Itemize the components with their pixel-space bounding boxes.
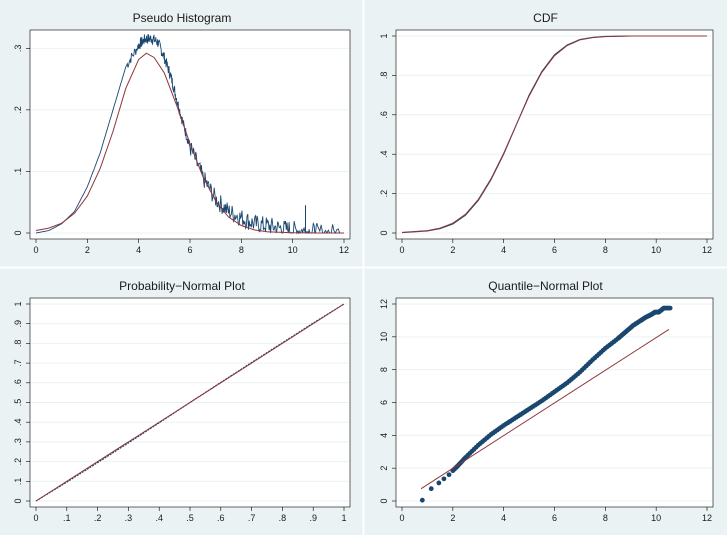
series-line-2 xyxy=(35,52,344,234)
y-tick-label: 0 xyxy=(379,498,389,503)
x-tick-label: .1 xyxy=(63,513,71,523)
x-tick-label: .7 xyxy=(248,513,256,523)
plot-area xyxy=(395,29,714,240)
y-tick-label: 1 xyxy=(13,301,23,306)
chart-panel-4: Quantile−Normal Plot 0 2 4 6 8 10 12 0 2 4 6 8 10 12 xyxy=(379,279,714,523)
series-line-1 xyxy=(35,303,345,502)
x-tick-label: 4 xyxy=(501,513,506,523)
x-tick-label: .9 xyxy=(309,513,317,523)
y-tick-label: 0 xyxy=(379,230,389,235)
y-tick-label: .4 xyxy=(13,418,23,426)
x-tick-label: 4 xyxy=(136,245,141,255)
y-tick-label: .1 xyxy=(13,168,23,176)
x-tick-label: 0 xyxy=(33,513,38,523)
x-tick-label: 0 xyxy=(33,245,38,255)
series-line-2 xyxy=(401,35,707,233)
chart-title: Quantile−Normal Plot xyxy=(488,279,603,293)
x-tick-label: .6 xyxy=(217,513,225,523)
y-tick-label: .2 xyxy=(13,458,23,466)
x-tick-label: .8 xyxy=(279,513,287,523)
x-tick-label: 0 xyxy=(399,513,404,523)
y-tick-label: .3 xyxy=(13,45,23,53)
y-tick-label: .5 xyxy=(13,399,23,407)
x-tick-label: 1 xyxy=(341,513,346,523)
quantile-point xyxy=(667,305,673,311)
quantile-point xyxy=(441,476,447,482)
x-tick-label: .3 xyxy=(125,513,133,523)
y-tick-label: .2 xyxy=(13,106,23,114)
y-tick-label: .6 xyxy=(379,111,389,119)
chart-panel-1: Pseudo Histogram 0 .1 .2 .3 0 2 4 6 8 10 12 xyxy=(13,11,351,255)
y-tick-label: .2 xyxy=(379,190,389,198)
x-tick-label: 0 xyxy=(399,245,404,255)
y-tick-label: 12 xyxy=(379,299,389,309)
x-tick-label: 2 xyxy=(450,245,455,255)
chart-title: Pseudo Histogram xyxy=(133,11,232,25)
quantile-point xyxy=(436,480,442,486)
plot-area xyxy=(29,29,351,240)
y-tick-label: 10 xyxy=(379,332,389,342)
x-tick-label: 2 xyxy=(450,513,455,523)
y-tick-label: 4 xyxy=(379,433,389,438)
y-tick-label: 0 xyxy=(13,230,23,235)
y-tick-label: .3 xyxy=(13,438,23,446)
y-tick-label: .7 xyxy=(13,359,23,367)
chart-title: Probability−Normal Plot xyxy=(119,279,245,293)
x-tick-label: 8 xyxy=(603,513,608,523)
y-tick-label: 1 xyxy=(379,33,389,38)
y-tick-label: 8 xyxy=(379,367,389,372)
x-tick-label: .5 xyxy=(186,513,194,523)
y-tick-label: 2 xyxy=(379,466,389,471)
quantile-point xyxy=(446,472,452,478)
y-tick-label: .6 xyxy=(13,379,23,387)
y-tick-label: .8 xyxy=(379,72,389,80)
y-tick-label: .4 xyxy=(379,150,389,158)
quantile-point xyxy=(419,497,425,503)
y-tick-label: 6 xyxy=(379,400,389,405)
x-tick-label: 6 xyxy=(552,513,557,523)
series-line-2 xyxy=(420,328,670,490)
x-tick-label: .2 xyxy=(94,513,102,523)
series-line-2 xyxy=(35,303,345,502)
x-tick-label: .4 xyxy=(155,513,163,523)
chart-title: CDF xyxy=(533,11,558,25)
x-tick-label: 12 xyxy=(702,513,712,523)
histogram-series xyxy=(35,34,344,235)
x-tick-label: 10 xyxy=(651,513,661,523)
x-tick-label: 6 xyxy=(187,245,192,255)
x-tick-label: 6 xyxy=(552,245,557,255)
x-tick-label: 10 xyxy=(651,245,661,255)
y-tick-label: .9 xyxy=(13,320,23,328)
x-tick-label: 10 xyxy=(288,245,298,255)
x-tick-label: 12 xyxy=(339,245,349,255)
chart-panel-3: Probability−Normal Plot 0 .1 .2 .3 .4 .5 .6 .7 .8… xyxy=(13,279,351,523)
x-tick-label: 12 xyxy=(702,245,712,255)
y-tick-label: 0 xyxy=(13,498,23,503)
y-tick-label: .8 xyxy=(13,340,23,348)
y-tick-label: .1 xyxy=(13,478,23,486)
x-tick-label: 2 xyxy=(85,245,90,255)
x-tick-label: 4 xyxy=(501,245,506,255)
x-tick-label: 8 xyxy=(603,245,608,255)
x-tick-label: 8 xyxy=(239,245,244,255)
quantile-point xyxy=(428,486,434,492)
